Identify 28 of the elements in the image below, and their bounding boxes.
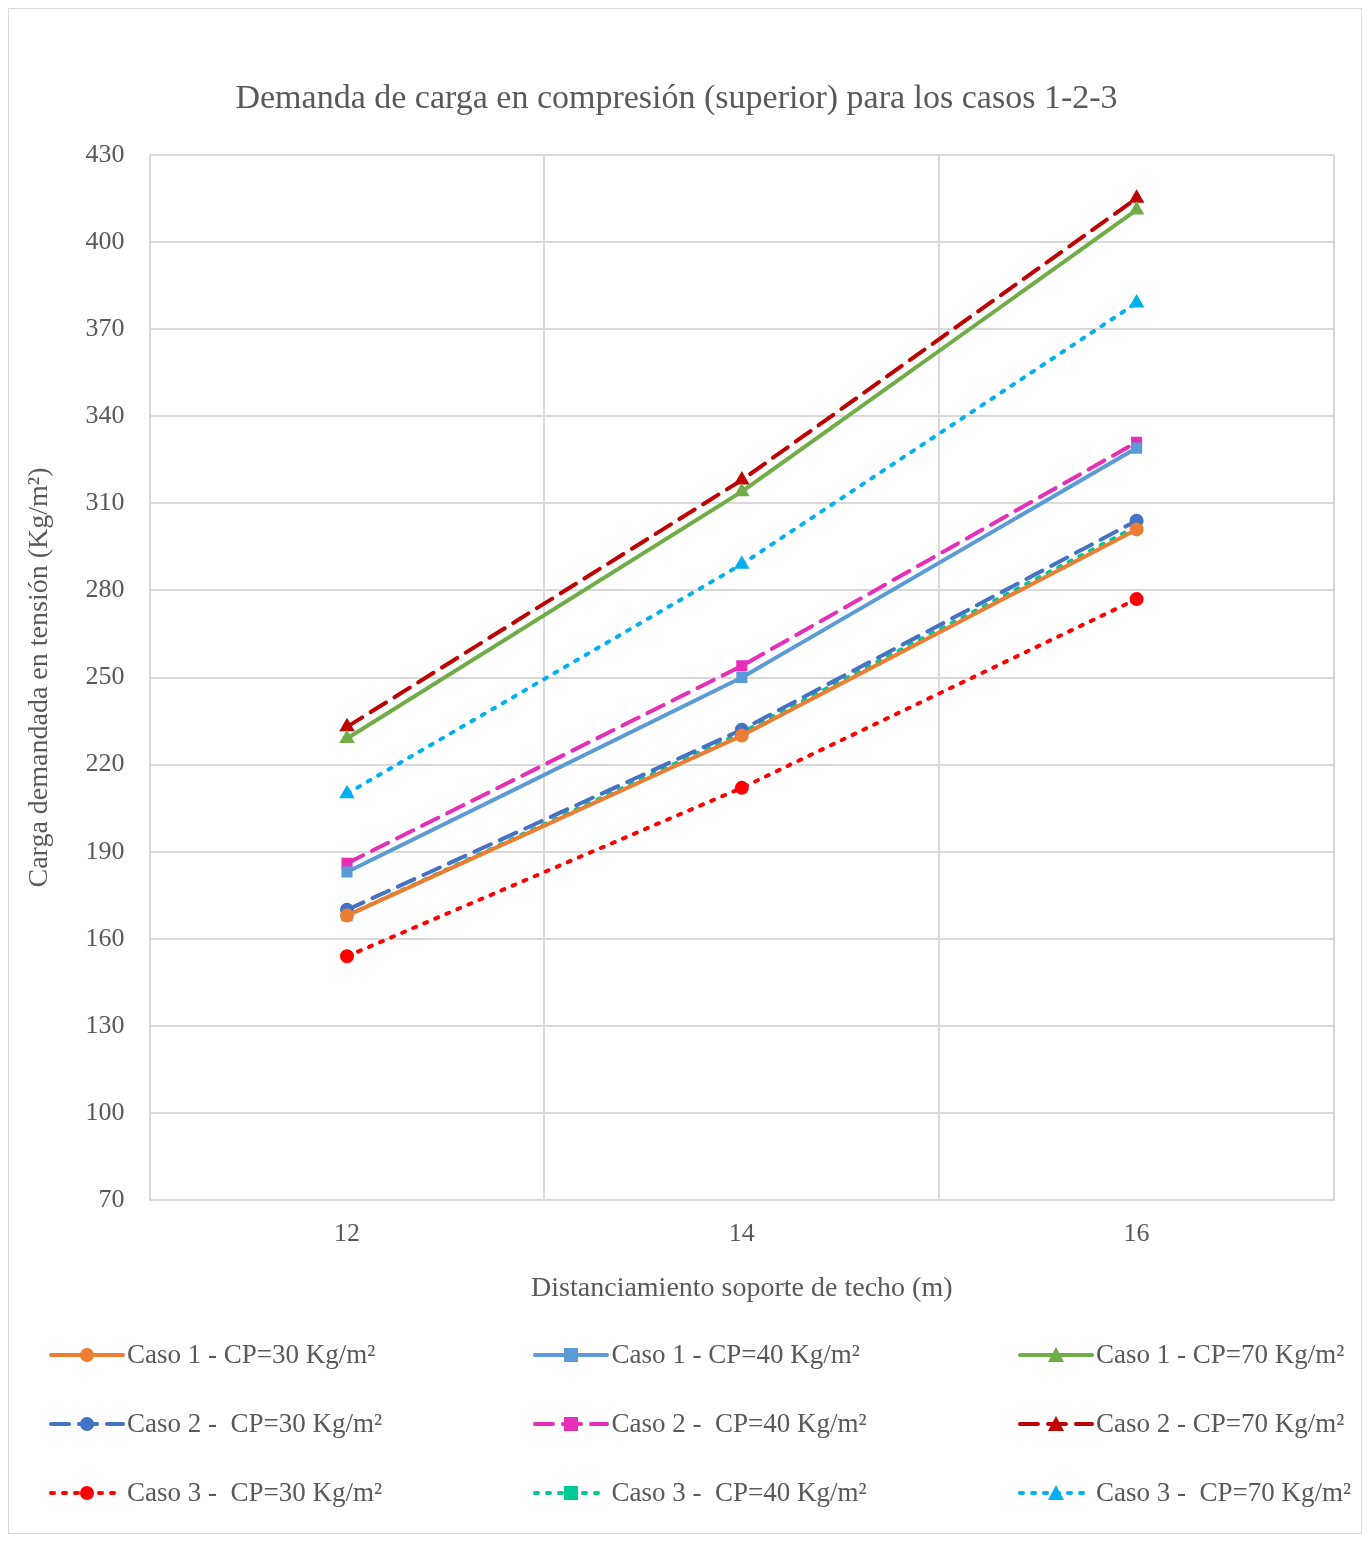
- legend-label: Caso 2 - CP=70 Kg/m²: [1095, 1408, 1345, 1439]
- legend-label: Caso 3 - CP=40 Kg/m²: [611, 1477, 867, 1508]
- y-tick-label: 100: [85, 1096, 125, 1126]
- y-tick-label: 70: [98, 1184, 125, 1214]
- legend-label: Caso 3 - CP=30 Kg/m²: [127, 1477, 383, 1508]
- y-axis-title: Carga demandada en tensión (Kg/m²): [22, 467, 54, 888]
- y-tick-label: 250: [85, 661, 125, 691]
- legend-label: Caso 1 - CP=40 Kg/m²: [611, 1339, 860, 1370]
- x-axis-title: Distanciamiento soporte de techo (m): [531, 1270, 953, 1302]
- y-tick-label: 280: [85, 574, 125, 604]
- y-tick-label: 220: [85, 748, 125, 778]
- x-tick-label: 16: [1123, 1217, 1150, 1247]
- legend-label: Caso 3 - CP=70 Kg/m²: [1095, 1477, 1351, 1508]
- y-tick-label: 430: [85, 138, 125, 168]
- legend-label: Caso 1 - CP=30 Kg/m²: [127, 1339, 376, 1370]
- legend-label: Caso 2 - CP=30 Kg/m²: [127, 1408, 383, 1439]
- y-tick-label: 370: [85, 312, 125, 342]
- y-tick-label: 130: [85, 1009, 125, 1039]
- chart-title: Demanda de carga en compresión (superior) para los casos 1-2-3: [235, 78, 1118, 117]
- legend-label: Caso 2 - CP=40 Kg/m²: [611, 1408, 867, 1439]
- x-tick-label: 12: [334, 1217, 360, 1247]
- legend-label: Caso 1 - CP=70 Kg/m²: [1095, 1339, 1345, 1370]
- y-tick-label: 190: [85, 835, 125, 865]
- y-tick-label: 400: [85, 225, 125, 255]
- y-tick-label: 310: [85, 487, 125, 517]
- x-tick-label: 14: [728, 1217, 755, 1247]
- y-tick-label: 160: [85, 922, 125, 952]
- y-tick-label: 340: [85, 399, 125, 429]
